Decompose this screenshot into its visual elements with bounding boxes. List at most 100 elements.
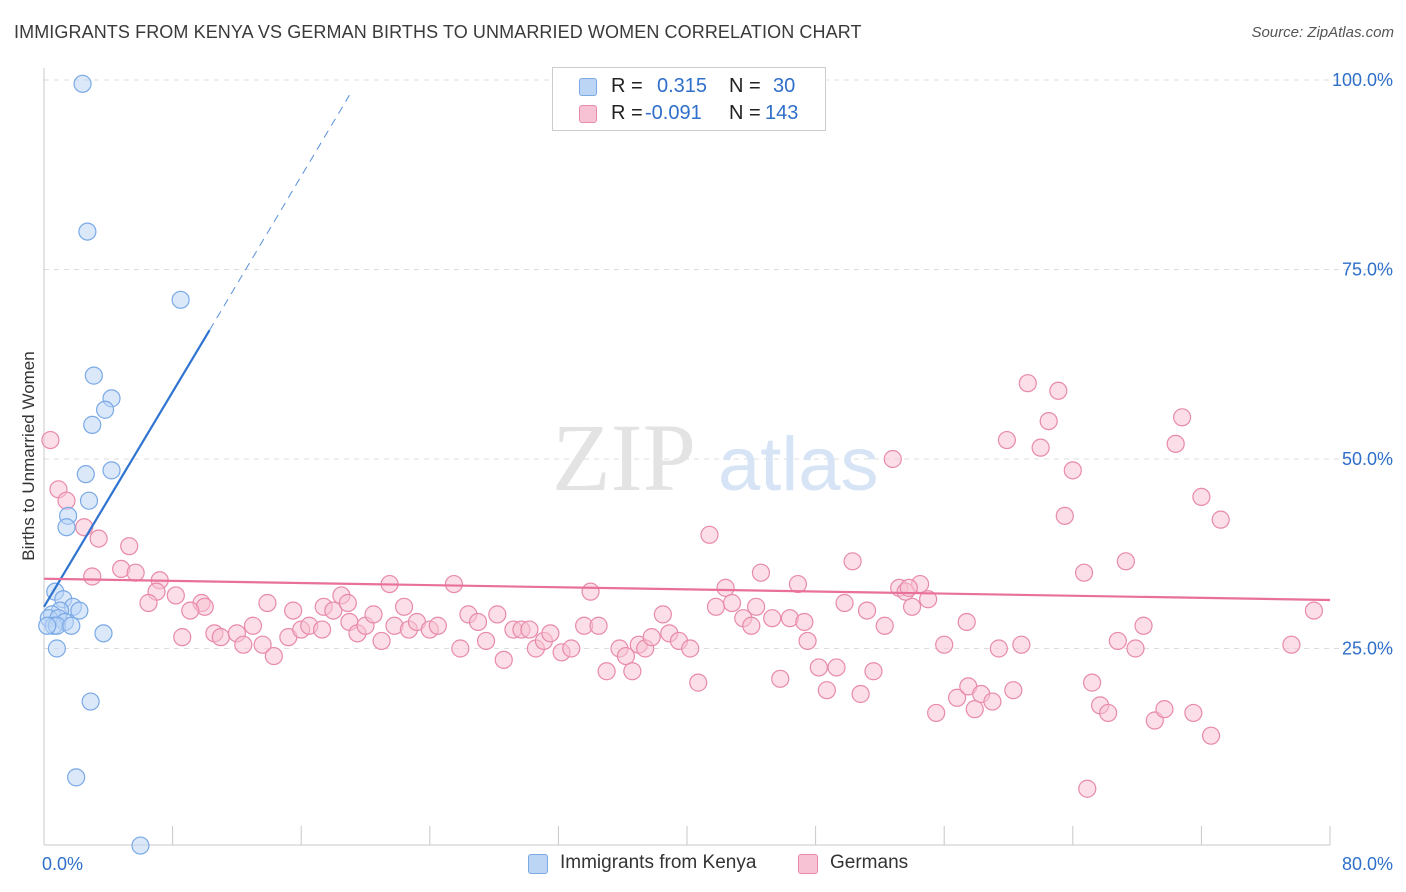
germans-point (1063, 461, 1082, 480)
kenya-swatch (579, 78, 597, 96)
germans-point (1099, 703, 1118, 723)
kenya-point (83, 415, 102, 434)
germans-point (747, 597, 766, 616)
germans-point (57, 491, 76, 510)
bottom-kenya-label: Immigrants from Kenya (560, 852, 757, 873)
germans-point (1211, 510, 1230, 529)
germans-point (623, 662, 642, 681)
axes (43, 68, 1331, 846)
germans-point (394, 597, 414, 616)
germans-points (41, 374, 1324, 798)
germans-point (763, 609, 782, 628)
germans-point (1078, 779, 1097, 798)
germans-point (284, 601, 303, 620)
germans-r-label: R = (611, 102, 643, 124)
kenya-point (78, 222, 97, 241)
germans-point (771, 669, 790, 688)
germans-point (642, 628, 661, 647)
germans-point (681, 639, 700, 658)
germans-point (181, 601, 200, 620)
germans-point (997, 430, 1016, 450)
germans-point (1192, 487, 1211, 506)
germans-point (742, 616, 761, 635)
kenya-trend-extension (209, 94, 350, 331)
germans-point (1184, 703, 1203, 723)
germans-point (751, 563, 771, 582)
germans-point (989, 639, 1008, 658)
germans-point (835, 593, 854, 613)
germans-point (616, 646, 636, 666)
kenya-point (79, 491, 99, 510)
kenya-point (67, 768, 86, 787)
germans-point (1126, 639, 1145, 658)
germans-point (234, 635, 253, 654)
y-tick-label: 100.0% (1332, 70, 1393, 90)
kenya-n-label: N = (729, 75, 761, 97)
germans-point (597, 662, 616, 681)
germans-point (589, 616, 608, 635)
germans-point (83, 567, 102, 586)
germans-point (494, 650, 513, 669)
germans-point (1155, 700, 1174, 719)
germans-point (1004, 681, 1023, 700)
germans-point (139, 593, 158, 613)
germans-point (312, 620, 332, 639)
germans-point (1201, 726, 1221, 745)
germans-point (562, 639, 581, 658)
kenya-point (73, 74, 92, 93)
germans-point (581, 582, 600, 601)
germans-point (372, 631, 391, 651)
germans-point (428, 616, 447, 635)
germans-point (798, 631, 817, 651)
germans-point (476, 631, 496, 651)
germans-point (1166, 434, 1185, 453)
kenya-r-label: R = (611, 75, 643, 97)
germans-point (520, 620, 539, 639)
germans-point (264, 646, 283, 666)
germans-n-value: 143 (765, 102, 799, 124)
germans-point (843, 552, 862, 571)
germans-point (1116, 552, 1135, 571)
germans-point (902, 597, 922, 616)
germans-point (1049, 381, 1068, 400)
germans-point (875, 616, 894, 635)
germans-point (173, 628, 192, 647)
germans-n-label: N = (729, 102, 761, 124)
kenya-trend-line (43, 329, 211, 608)
germans-point (716, 578, 735, 597)
kenya-point (81, 692, 100, 711)
germans-point (827, 658, 846, 677)
germans-point (1304, 601, 1324, 620)
kenya-point (95, 400, 115, 419)
germans-point (957, 612, 976, 632)
kenya-point (57, 518, 76, 537)
germans-point (1055, 506, 1074, 525)
germans-point (795, 612, 814, 632)
kenya-point (62, 616, 81, 635)
germans-trend-line (43, 577, 1331, 602)
germans-point (722, 593, 742, 613)
stats-legend: R = 0.315 N = 30 R = -0.091 N = 143 (552, 67, 826, 131)
germans-point (166, 586, 185, 605)
germans-point (1039, 412, 1058, 431)
y-axis-label: Births to Unmarried Women (19, 351, 38, 560)
x-tick-label: 80.0% (1342, 854, 1393, 874)
germans-point (211, 628, 230, 647)
bottom-germans-swatch (798, 854, 818, 874)
germans-point (488, 605, 507, 624)
kenya-n-value: 30 (773, 75, 796, 97)
kenya-point (94, 624, 113, 643)
grid-lines (44, 79, 1393, 649)
kenya-r-value: 0.315 (657, 75, 708, 97)
germans-point (927, 703, 946, 723)
germans-point (851, 684, 870, 704)
kenya-point (47, 639, 66, 658)
germans-point (817, 681, 836, 700)
kenya-point (76, 465, 95, 484)
kenya-point (131, 836, 150, 855)
germans-point (883, 449, 902, 469)
germans-point (338, 593, 357, 613)
germans-point (1082, 673, 1102, 692)
kenya-point (38, 616, 57, 635)
